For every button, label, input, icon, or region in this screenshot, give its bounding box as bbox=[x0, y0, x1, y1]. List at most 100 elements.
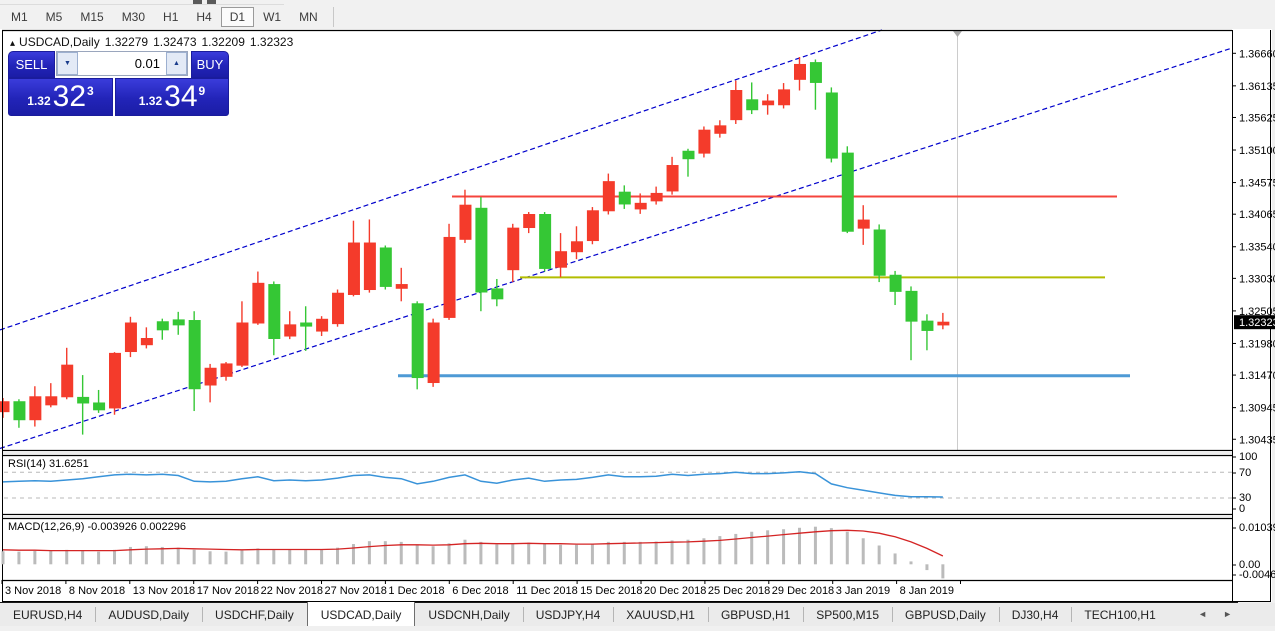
tab-usdcnh-daily[interactable]: USDCNH,Daily bbox=[428, 607, 510, 622]
buy-price-prefix: 1.32 bbox=[138, 94, 163, 108]
tabbar-top-border bbox=[0, 602, 1238, 603]
candle-body bbox=[634, 202, 647, 210]
tab-usdchf-daily[interactable]: USDCHF,Daily bbox=[202, 603, 307, 626]
macd-histogram-bar bbox=[208, 551, 212, 565]
macd-histogram-bar bbox=[670, 540, 674, 565]
candle-body bbox=[427, 322, 440, 384]
sell-button[interactable]: SELL bbox=[8, 51, 55, 78]
candle-body bbox=[29, 396, 42, 421]
macd-histogram-bar bbox=[272, 549, 276, 565]
macd-histogram-bar bbox=[559, 544, 563, 565]
candle-body bbox=[650, 192, 663, 202]
macd-histogram-bar bbox=[861, 538, 865, 565]
trend-channel-line-1[interactable] bbox=[0, 29, 883, 331]
macd-histogram-bar bbox=[686, 539, 690, 565]
candle-body bbox=[316, 318, 329, 332]
macd-histogram-bar bbox=[176, 547, 180, 565]
macd-histogram-bar bbox=[845, 531, 849, 565]
price-axis-label: 1.35100 bbox=[1239, 145, 1275, 157]
tab-eurusd-h4[interactable]: EURUSD,H4 bbox=[13, 607, 83, 622]
tab-audusd-daily[interactable]: AUDUSD,Daily bbox=[95, 603, 202, 626]
candle-body bbox=[794, 63, 806, 80]
candle-body bbox=[459, 204, 472, 240]
date-axis-label: 20 Dec 2018 bbox=[644, 585, 706, 597]
tab-tech100-h1[interactable]: TECH100,H1 bbox=[1071, 603, 1168, 626]
tab-gbpusd-daily[interactable]: GBPUSD,Daily bbox=[892, 603, 999, 626]
candle-body bbox=[443, 236, 456, 318]
buy-button[interactable]: BUY bbox=[191, 51, 229, 78]
sell-price-button[interactable]: 1.32 32 3 bbox=[8, 78, 113, 116]
candle-body bbox=[889, 274, 902, 292]
chart-background bbox=[2, 30, 1232, 601]
candle-body bbox=[140, 338, 153, 346]
candle-body bbox=[714, 125, 727, 134]
tab-sp500-m15[interactable]: SP500,M15 bbox=[803, 603, 892, 626]
tab-usdcad-daily[interactable]: USDCAD,Daily bbox=[306, 601, 416, 626]
macd-histogram-bar bbox=[1, 551, 5, 565]
timeframe-button-w1[interactable]: W1 bbox=[263, 9, 282, 24]
macd-histogram-bar bbox=[702, 538, 706, 565]
tab-scroll-left-icon[interactable]: ◄ bbox=[1198, 609, 1208, 619]
macd-histogram-bar bbox=[638, 541, 642, 565]
price-axis-label: 1.33540 bbox=[1239, 242, 1275, 254]
date-axis-label: 8 Jan 2019 bbox=[900, 585, 954, 597]
lot-decrease-button[interactable]: ▼ bbox=[57, 52, 78, 75]
chart-shift-marker-icon[interactable] bbox=[953, 31, 962, 37]
candle-body bbox=[602, 181, 615, 212]
macd-histogram-bar bbox=[813, 526, 817, 565]
candle-body bbox=[921, 320, 934, 331]
price-axis-label: 1.32505 bbox=[1239, 306, 1275, 318]
timeframe-button-m30[interactable]: M30 bbox=[121, 9, 146, 24]
candle-body bbox=[268, 284, 281, 339]
timeframe-button-h4[interactable]: H4 bbox=[196, 9, 212, 24]
candle-body bbox=[300, 322, 313, 327]
toolbar-icon-fragment bbox=[207, 0, 216, 4]
macd-histogram-bar bbox=[256, 548, 260, 565]
timeframe-button-h1[interactable]: H1 bbox=[163, 9, 179, 24]
macd-histogram-bar bbox=[750, 531, 754, 565]
price-axis-label: 1.36660 bbox=[1239, 48, 1275, 60]
toolbar-separator bbox=[332, 6, 334, 27]
candle-body bbox=[188, 320, 201, 390]
macd-histogram-bar bbox=[734, 533, 738, 565]
symbol-label: USDCAD,Daily bbox=[19, 35, 100, 49]
tab-gbpusd-h1[interactable]: GBPUSD,H1 bbox=[707, 603, 803, 626]
macd-histogram-bar bbox=[909, 561, 913, 565]
macd-histogram-bar bbox=[941, 564, 945, 579]
lot-increase-button[interactable]: ▲ bbox=[166, 52, 187, 75]
collapse-arrow-icon[interactable]: ▴ bbox=[10, 38, 16, 49]
timeframe-button-m1[interactable]: M1 bbox=[11, 9, 28, 24]
timeframe-button-m5[interactable]: M5 bbox=[45, 9, 63, 24]
candle-body bbox=[0, 401, 10, 413]
lot-size-value[interactable]: 0.01 bbox=[134, 56, 160, 71]
rsi-label: RSI(14) 31.6251 bbox=[8, 458, 89, 470]
timeframe-button-mn[interactable]: MN bbox=[299, 9, 318, 24]
tab-usdjpy-h4[interactable]: USDJPY,H4 bbox=[522, 603, 613, 626]
tab-scroll-right-icon[interactable]: ► bbox=[1223, 609, 1232, 619]
candle-body bbox=[124, 322, 137, 353]
candle-body bbox=[347, 242, 360, 295]
candle-body bbox=[332, 292, 345, 325]
tab-dj30-h4[interactable]: DJ30,H4 bbox=[998, 603, 1072, 626]
date-axis-label: 22 Nov 2018 bbox=[261, 585, 323, 597]
candle-body bbox=[857, 219, 870, 229]
macd-histogram-bar bbox=[798, 527, 801, 565]
price-axis-label: 1.30945 bbox=[1239, 403, 1275, 415]
current-price-box bbox=[1234, 315, 1275, 330]
timeframe-button-m15[interactable]: M15 bbox=[80, 9, 104, 24]
tab-xauusd-h1[interactable]: XAUUSD,H1 bbox=[613, 603, 708, 626]
macd-histogram-bar bbox=[49, 550, 53, 565]
macd-histogram-bar bbox=[479, 541, 483, 565]
current-price-label: 1.32323 bbox=[1239, 317, 1275, 329]
ohlc-close: 1.32323 bbox=[249, 35, 294, 49]
pane-splitter[interactable] bbox=[2, 451, 1232, 454]
timeframe-buttons-row: M1 M5 M15 M30 H1 H4 D1 W1 MN bbox=[2, 6, 334, 27]
buy-price-button[interactable]: 1.32 34 9 bbox=[115, 78, 229, 116]
candle-body bbox=[13, 401, 26, 421]
candle-body bbox=[523, 214, 536, 229]
pane-splitter[interactable] bbox=[2, 515, 1232, 517]
date-axis-label: 27 Nov 2018 bbox=[325, 585, 387, 597]
macd-histogram-bar bbox=[224, 551, 228, 565]
ohlc-low: 1.32209 bbox=[201, 35, 245, 49]
timeframe-button-d1[interactable]: D1 bbox=[220, 6, 255, 27]
